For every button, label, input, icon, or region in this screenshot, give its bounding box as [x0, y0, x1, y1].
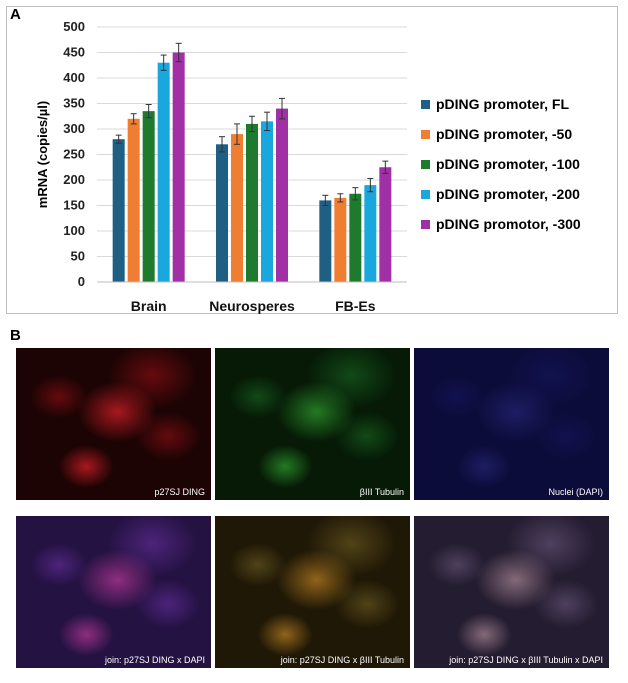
y-tick-label: 100 — [63, 223, 85, 238]
chart-panel: 0 50 100 150 200 250 300 350 400 450 500 mRNA (copi… — [6, 6, 618, 314]
micrograph-caption: Nuclei (DAPI) — [548, 487, 603, 497]
micrograph-caption: join: p27SJ DING x DAPI — [104, 655, 205, 665]
legend-label: pDING promoter, -100 — [436, 156, 580, 172]
legend-label: pDING promoter, FL — [436, 96, 569, 112]
y-axis-title: mRNA (copies/µl) — [35, 101, 50, 208]
y-tick-label: 450 — [63, 45, 85, 60]
legend-swatch — [421, 160, 430, 169]
micrograph-caption: p27SJ DING — [154, 487, 205, 497]
bar — [127, 118, 140, 282]
micrograph-image: join: p27SJ DING x DAPI — [16, 516, 211, 668]
x-tick-label: Neurosperes — [209, 298, 295, 314]
bar — [216, 144, 228, 282]
micrograph-image: join: p27SJ DING x βIII Tubulin x DAPI — [414, 516, 609, 668]
y-tick-label: 200 — [63, 172, 85, 187]
micrograph-image: Nuclei (DAPI) — [414, 348, 609, 500]
y-tick-label: 250 — [63, 147, 85, 162]
micrograph-caption: βIII Tubulin — [359, 487, 404, 497]
micrograph-image: βIII Tubulin — [215, 348, 410, 500]
micrograph-caption: join: p27SJ DING x βIII Tubulin x DAPI — [449, 655, 603, 665]
y-tick-label: 350 — [63, 96, 85, 111]
bar-chart: 0 50 100 150 200 250 300 350 400 450 500 mRNA (copi… — [35, 19, 581, 314]
x-tick-label: Brain — [131, 298, 167, 314]
bar — [157, 62, 170, 283]
y-tick-label: 400 — [63, 70, 85, 85]
micrograph-caption: join: p27SJ DING x βIII Tubulin — [280, 655, 404, 665]
y-tick-label: 50 — [71, 249, 85, 264]
bar — [349, 193, 362, 282]
legend-swatch — [421, 130, 430, 139]
panel-b-label: B — [10, 327, 21, 344]
micrograph-image: p27SJ DING — [16, 348, 211, 500]
bar — [231, 134, 243, 282]
legend-swatch — [421, 190, 430, 199]
x-tick-label: FB-Es — [335, 298, 376, 314]
bar — [334, 197, 347, 282]
micrograph-image: join: p27SJ DING x βIII Tubulin — [215, 516, 410, 668]
bar — [261, 121, 273, 282]
bar — [112, 139, 125, 282]
y-tick-label: 0 — [78, 274, 85, 289]
y-tick-label: 150 — [63, 198, 85, 213]
legend-label: pDING promotor, -300 — [436, 216, 581, 232]
bar — [364, 185, 377, 282]
bar — [276, 108, 288, 282]
bar — [172, 52, 185, 282]
y-tick-label: 300 — [63, 121, 85, 136]
legend-swatch — [421, 100, 430, 109]
legend-label: pDING promoter, -200 — [436, 186, 580, 202]
legend-swatch — [421, 220, 430, 229]
bar — [319, 200, 332, 282]
bar — [246, 123, 258, 283]
bar — [379, 167, 392, 282]
bar — [142, 111, 155, 283]
panel-a-label: A — [10, 6, 21, 23]
legend-label: pDING promoter, -50 — [436, 126, 572, 142]
y-tick-label: 500 — [63, 19, 85, 34]
